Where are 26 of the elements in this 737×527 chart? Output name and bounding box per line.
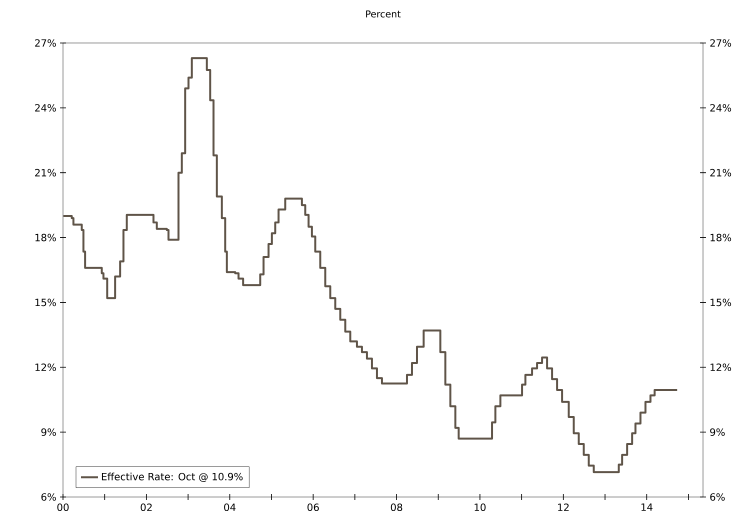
y2-tick-label: 18% xyxy=(710,234,732,242)
y2-tick-label: 27% xyxy=(710,39,732,47)
y2-tick-label: 6% xyxy=(710,493,725,501)
x-tick-label: 06 xyxy=(307,503,319,512)
x-tick-label: 02 xyxy=(140,503,152,512)
x-tick-label: 10 xyxy=(474,503,486,512)
y-tick-label: 15% xyxy=(35,298,56,306)
y-tick-label: 12% xyxy=(35,364,56,372)
x-tick-label: 00 xyxy=(57,503,69,512)
x-tick-label: 14 xyxy=(641,504,652,511)
y-tick-label: 24% xyxy=(35,104,56,112)
y-tick-label: 18% xyxy=(35,234,56,242)
x-tick-label: 12 xyxy=(558,503,569,511)
y2-tick-label: 12% xyxy=(710,364,732,372)
y2-tick-label: 21% xyxy=(710,168,732,176)
chart-subtitle: Percent xyxy=(366,10,401,18)
y2-tick-label: 24% xyxy=(710,104,732,112)
y-tick-label: 6% xyxy=(41,493,56,501)
x-tick-label: 08 xyxy=(390,503,402,512)
y-tick-label: 21% xyxy=(35,168,56,176)
y2-tick-label: 9% xyxy=(710,428,725,436)
y-tick-label: 27% xyxy=(35,39,56,47)
x-tick-label: 04 xyxy=(224,503,236,512)
y-tick-label: 9% xyxy=(41,428,56,436)
legend-label: Effective Rate: Oct @ 10.9% xyxy=(102,472,243,482)
y2-tick-label: 15% xyxy=(710,298,732,306)
